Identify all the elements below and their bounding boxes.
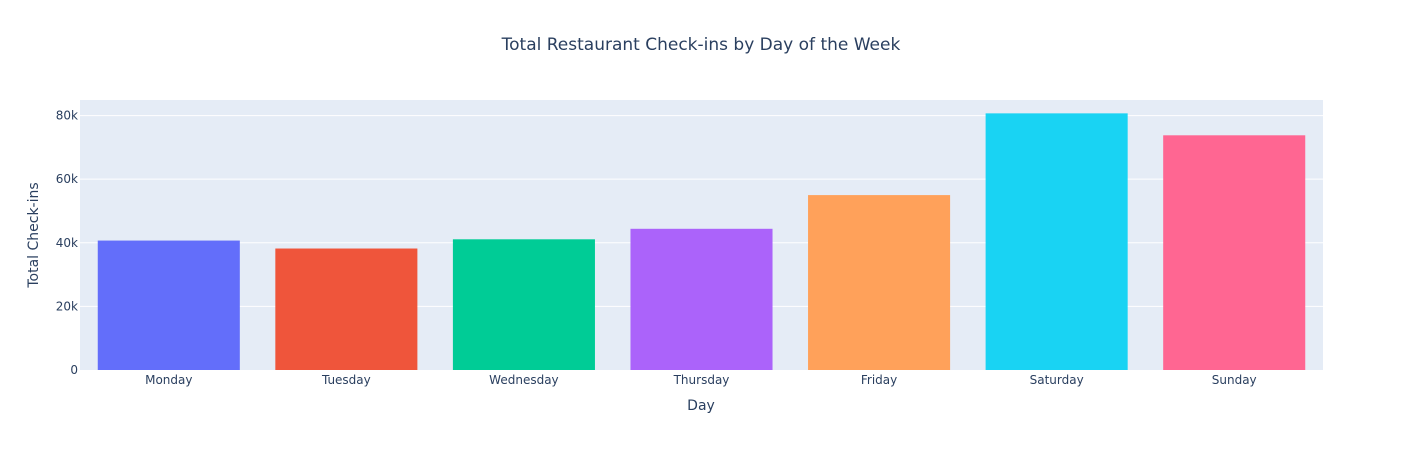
bar-sunday[interactable]: [1163, 135, 1306, 370]
x-tick-label-saturday: Saturday: [1030, 373, 1084, 387]
y-tick-label: 20k: [56, 299, 78, 313]
x-tick-label-monday: Monday: [145, 373, 192, 387]
bar-wednesday[interactable]: [452, 239, 595, 370]
y-axis-title: Total Check-ins: [26, 182, 42, 288]
bar-monday[interactable]: [97, 240, 240, 370]
x-tick-label-tuesday: Tuesday: [321, 373, 371, 387]
bar-tuesday[interactable]: [275, 248, 418, 370]
y-tick-label: 40k: [56, 236, 78, 250]
chart-title: Total Restaurant Check-ins by Day of the…: [501, 35, 901, 55]
bar-friday[interactable]: [808, 195, 951, 370]
bar-thursday[interactable]: [630, 228, 773, 370]
x-axis-title: Day: [687, 398, 715, 414]
bars: [97, 113, 1306, 371]
x-tick-label-sunday: Sunday: [1212, 373, 1257, 387]
x-tick-label-friday: Friday: [861, 373, 897, 387]
x-tick-label-thursday: Thursday: [673, 373, 730, 387]
y-tick-label: 80k: [56, 109, 78, 123]
y-tick-label: 0: [70, 363, 78, 377]
y-axis-ticks: 0 20k 40k 60k 80k: [56, 109, 78, 377]
x-tick-label-wednesday: Wednesday: [489, 373, 558, 387]
bar-saturday[interactable]: [985, 113, 1128, 371]
y-tick-label: 60k: [56, 172, 78, 186]
x-axis-ticks: Monday Tuesday Wednesday Thursday Friday Satu…: [145, 373, 1257, 387]
